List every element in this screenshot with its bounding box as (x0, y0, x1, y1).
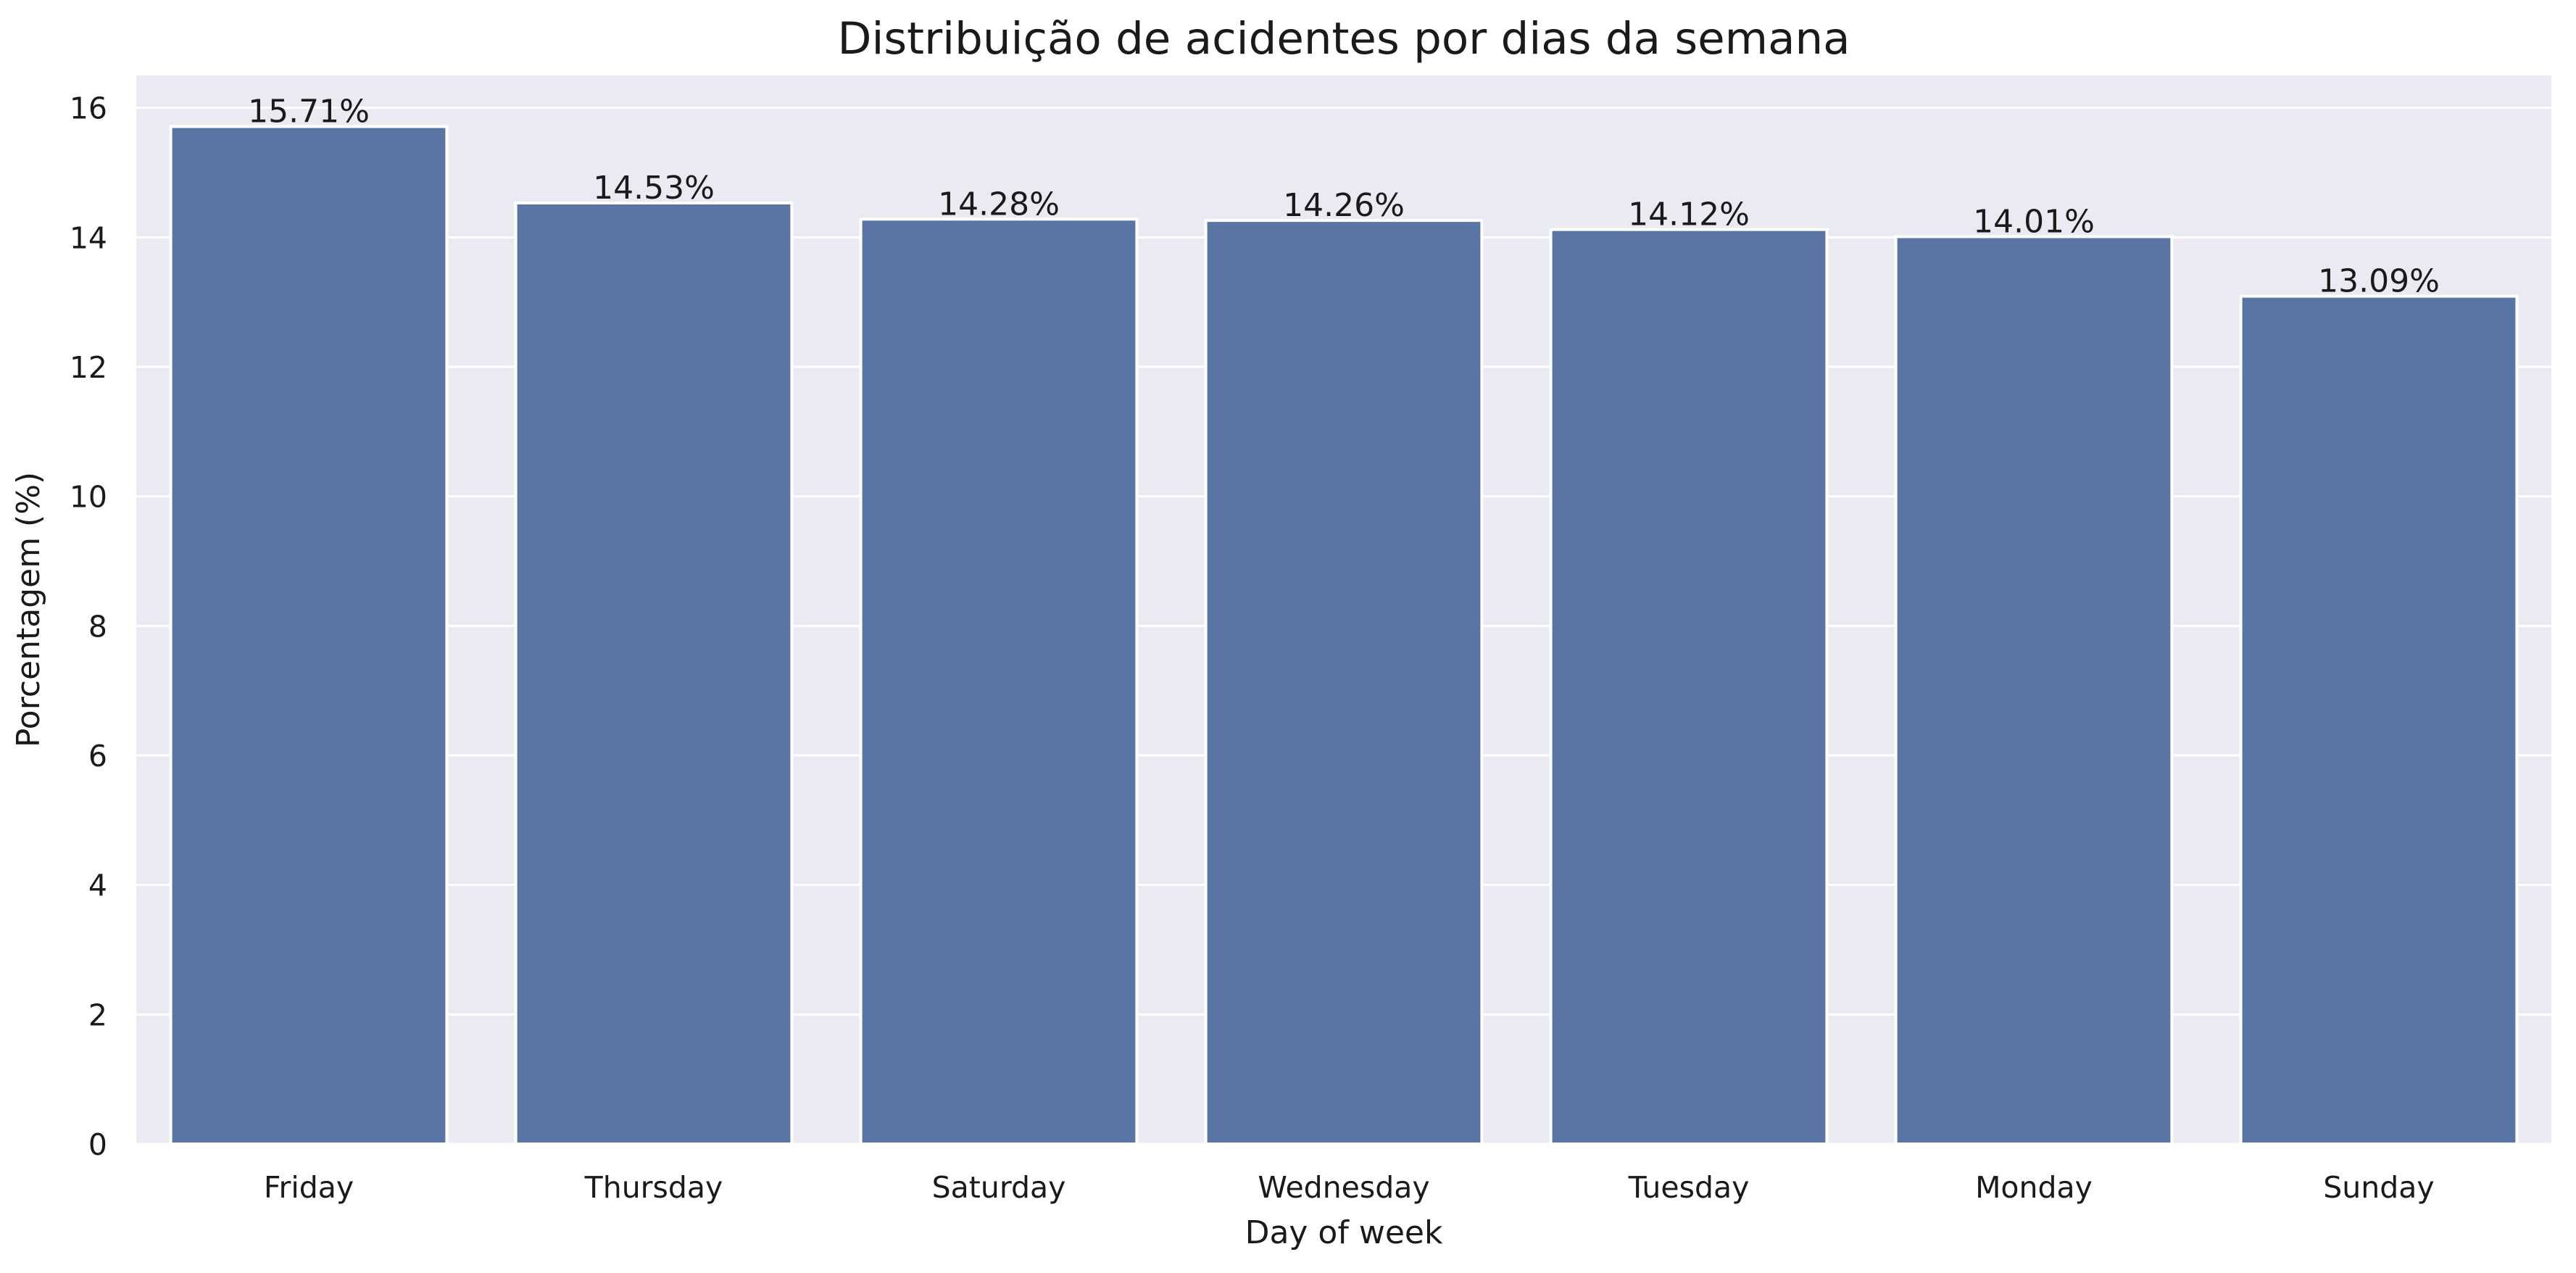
y-tick-label: 10 (70, 480, 107, 515)
bar-friday (169, 125, 449, 1145)
bar-monday (1894, 235, 2174, 1146)
bar-tuesday (1549, 228, 1829, 1146)
x-tick-label: Saturday (932, 1170, 1066, 1205)
x-tick-label: Friday (264, 1170, 354, 1205)
y-tick-label: 16 (70, 91, 107, 126)
y-tick-label: 2 (88, 998, 107, 1032)
data-label-saturday: 14.28% (938, 186, 1060, 223)
data-label-thursday: 14.53% (593, 170, 715, 207)
x-axis-ticks: Friday Thursday Saturday Wednesday Tuesday Mo… (264, 1170, 2435, 1205)
data-label-sunday: 13.09% (2318, 263, 2440, 300)
data-label-tuesday: 14.12% (1628, 196, 1750, 233)
bars (169, 125, 2519, 1146)
data-label-friday: 15.71% (248, 94, 370, 130)
x-tick-label: Wednesday (1258, 1170, 1429, 1205)
x-tick-label: Monday (1975, 1170, 2093, 1205)
y-tick-label: 0 (88, 1127, 107, 1162)
y-tick-label: 8 (88, 609, 107, 644)
bar-thursday (514, 201, 794, 1145)
y-tick-label: 14 (70, 220, 107, 255)
y-tick-label: 4 (88, 868, 107, 903)
data-label-wednesday: 14.26% (1283, 187, 1405, 224)
data-labels: 15.71% 14.53% 14.28% 14.26% 14.12% 14.01% 13.0… (248, 94, 2440, 300)
bar-sunday (2239, 294, 2519, 1145)
data-label-monday: 14.01% (1973, 203, 2095, 240)
x-axis-title: Day of week (1245, 1214, 1443, 1251)
x-tick-label: Sunday (2323, 1170, 2434, 1205)
chart-title: Distribuição de acidentes por dias da se… (837, 13, 1850, 65)
y-axis-ticks: 0 2 4 6 8 10 12 14 16 (70, 91, 107, 1162)
bar-wednesday (1204, 219, 1484, 1145)
y-tick-label: 12 (70, 350, 107, 385)
bar-saturday (859, 217, 1139, 1146)
y-axis-title: Porcentagem (%) (10, 472, 47, 747)
y-tick-label: 6 (88, 739, 107, 774)
x-tick-label: Thursday (584, 1170, 723, 1205)
x-tick-label: Tuesday (1628, 1170, 1750, 1205)
